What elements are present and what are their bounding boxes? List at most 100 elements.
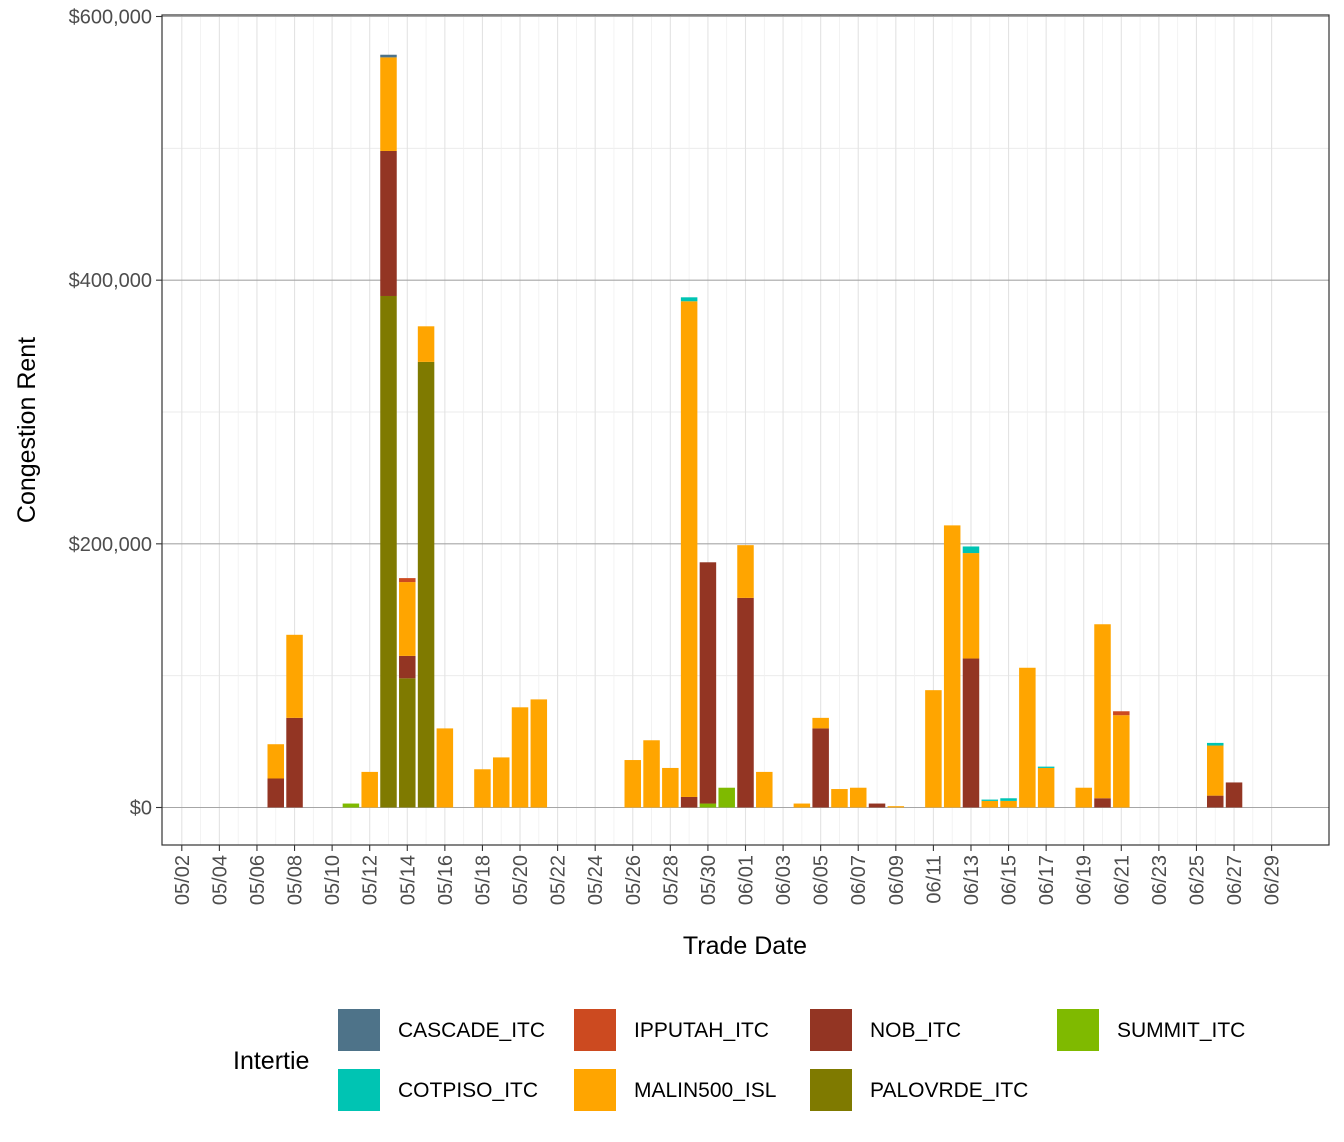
- x-tick-label: 06/27: [1224, 855, 1246, 905]
- bar-segment-malin500-isl: [849, 787, 867, 808]
- x-tick-label: 05/28: [660, 855, 682, 905]
- bar-segment-nob-itc: [399, 655, 416, 679]
- bar-segment-cotpiso-itc: [1037, 766, 1055, 768]
- bar-segment-ipputah-itc: [399, 578, 416, 583]
- legend-title: Intertie: [233, 1047, 309, 1075]
- bar-segment-malin500-isl: [680, 301, 698, 797]
- bar-segment-nob-itc: [737, 597, 754, 808]
- bar-segment-nob-itc: [699, 562, 717, 804]
- bar-segment-malin500-isl: [643, 740, 660, 808]
- bar-segment-cotpiso-itc: [1207, 742, 1224, 746]
- bar-segment-palovrde-itc: [417, 361, 435, 808]
- bar-segment-malin500-isl: [624, 760, 642, 808]
- bar-segment-nob-itc: [267, 778, 284, 808]
- bar-segment-malin500-isl: [1037, 767, 1055, 808]
- x-tick-label: 05/16: [435, 855, 457, 905]
- bar-segment-summit-itc: [699, 803, 717, 808]
- bar-segment-summit-itc: [718, 787, 735, 808]
- bar-segment-malin500-isl: [981, 800, 999, 808]
- legend-label: MALIN500_ISL: [634, 1079, 776, 1102]
- bar-segment-malin500-isl: [492, 757, 510, 808]
- y-tick-label: $200,000: [69, 534, 152, 556]
- bar-segment-malin500-isl: [286, 634, 303, 718]
- bar-segment-nob-itc: [962, 658, 980, 808]
- bar-segment-malin500-isl: [737, 545, 754, 598]
- x-tick-label: 05/30: [698, 855, 720, 905]
- bar-segment-malin500-isl: [399, 582, 416, 656]
- bar-segment-summit-itc: [342, 803, 360, 808]
- bar-segment-cotpiso-itc: [962, 546, 980, 554]
- x-tick-label: 06/21: [1111, 855, 1133, 905]
- x-tick-label: 06/01: [736, 855, 758, 905]
- bar-segment-malin500-isl: [962, 553, 980, 659]
- y-tick-label: $0: [130, 798, 152, 820]
- bar-segment-malin500-isl: [943, 525, 961, 808]
- bar-segment-cotpiso-itc: [981, 799, 999, 801]
- bar-segment-malin500-isl: [1094, 624, 1111, 799]
- bar-segment-malin500-isl: [436, 728, 454, 808]
- bar-segment-malin500-isl: [1113, 715, 1130, 808]
- x-tick-label: 06/09: [886, 855, 908, 905]
- x-tick-label: 05/12: [360, 855, 382, 905]
- x-tick-label: 05/02: [172, 855, 194, 905]
- legend-key-malin500-isl: [574, 1069, 616, 1111]
- x-tick-label: 06/29: [1262, 855, 1284, 905]
- x-tick-label: 06/19: [1074, 855, 1096, 905]
- bar-segment-malin500-isl: [812, 717, 829, 729]
- bar-segment-nob-itc: [868, 803, 886, 808]
- bar-segment-malin500-isl: [361, 771, 378, 808]
- x-tick-label: 06/07: [848, 855, 870, 905]
- bar-segment-cotpiso-itc: [680, 297, 698, 302]
- x-tick-label: 05/22: [548, 855, 570, 905]
- legend-label: CASCADE_ITC: [398, 1019, 545, 1042]
- x-axis: 05/02 05/04 05/06 05/08 05/10 05/12 05/14 05/16…: [172, 845, 1284, 905]
- bar-segment-malin500-isl: [1019, 667, 1036, 808]
- legend-key-cotpiso-itc: [338, 1069, 380, 1111]
- y-tick-label: $400,000: [69, 270, 152, 292]
- x-tick-label: 05/08: [285, 855, 307, 905]
- legend-label: NOB_ITC: [870, 1019, 961, 1042]
- bar-segment-malin500-isl: [1000, 800, 1017, 808]
- legend-key-ipputah-itc: [574, 1009, 616, 1051]
- legend-label: COTPISO_ITC: [398, 1079, 538, 1102]
- y-axis: $0 $200,000 $400,000 $600,000: [69, 7, 162, 820]
- y-axis-title: Congestion Rent: [13, 337, 41, 523]
- bar-segment-nob-itc: [286, 717, 303, 808]
- x-axis-title: Trade Date: [683, 932, 807, 960]
- bar-segment-malin500-isl: [474, 769, 491, 808]
- x-tick-label: 06/25: [1186, 855, 1208, 905]
- bar-segment-nob-itc: [812, 728, 829, 808]
- legend-label: PALOVRDE_ITC: [870, 1079, 1028, 1102]
- legend-key-summit-itc: [1057, 1009, 1099, 1051]
- bars-layer: [267, 54, 1243, 808]
- bar-segment-malin500-isl: [530, 699, 548, 808]
- x-tick-label: 05/18: [472, 855, 494, 905]
- bar-segment-malin500-isl: [1207, 745, 1224, 796]
- legend-key-nob-itc: [810, 1009, 852, 1051]
- bar-segment-malin500-isl: [267, 744, 284, 779]
- bar-segment-malin500-isl: [831, 789, 848, 808]
- bar-segment-malin500-isl: [380, 57, 397, 151]
- bar-segment-nob-itc: [680, 796, 698, 808]
- x-tick-label: 05/10: [322, 855, 344, 905]
- bar-segment-ipputah-itc: [1113, 711, 1130, 716]
- bar-segment-nob-itc: [1207, 795, 1224, 808]
- bar-segment-malin500-isl: [1075, 787, 1092, 808]
- legend-label: IPPUTAH_ITC: [634, 1019, 769, 1042]
- x-tick-label: 05/14: [397, 855, 419, 905]
- legend-key-cascade-itc: [338, 1009, 380, 1051]
- bar-segment-cotpiso-itc: [1000, 798, 1017, 801]
- bar-segment-nob-itc: [1094, 798, 1111, 808]
- x-tick-label: 05/04: [209, 855, 231, 905]
- x-tick-label: 06/17: [1036, 855, 1058, 905]
- bar-segment-nob-itc: [1225, 782, 1243, 808]
- x-tick-label: 06/23: [1149, 855, 1171, 905]
- bar-segment-malin500-isl: [925, 690, 942, 808]
- x-tick-label: 06/15: [999, 855, 1021, 905]
- x-tick-label: 05/20: [510, 855, 532, 905]
- legend-key-palovrde-itc: [810, 1069, 852, 1111]
- y-tick-label: $600,000: [69, 7, 152, 29]
- bar-segment-malin500-isl: [511, 707, 529, 808]
- x-tick-label: 05/24: [585, 855, 607, 905]
